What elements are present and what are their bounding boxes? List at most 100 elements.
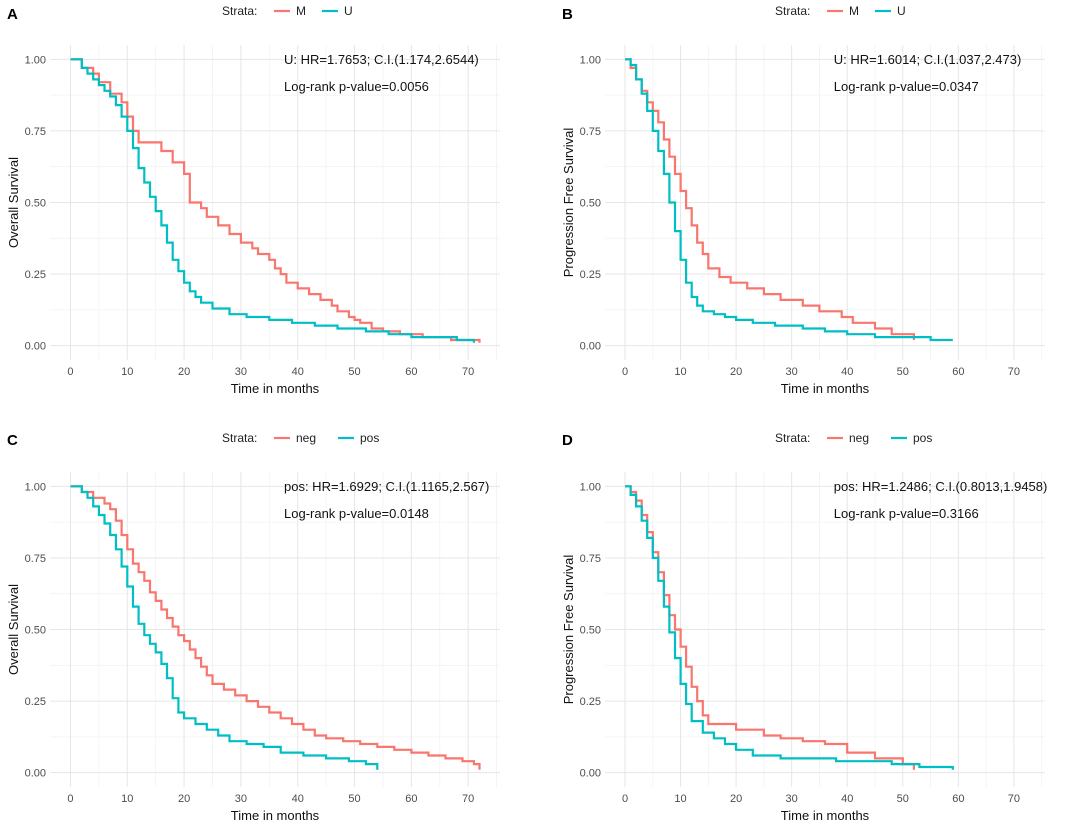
legend: Strata: neg pos xyxy=(775,431,932,445)
x-tick-label: 60 xyxy=(405,793,417,805)
x-tick-label: 10 xyxy=(121,366,133,378)
y-tick-label: 1.00 xyxy=(25,481,46,493)
x-tick-label: 20 xyxy=(730,366,742,378)
x-tick-label: 0 xyxy=(67,366,73,378)
x-tick-label: 50 xyxy=(348,366,360,378)
x-tick-label: 0 xyxy=(622,793,628,805)
legend-label-neg: neg xyxy=(296,431,316,445)
x-tick-label: 40 xyxy=(292,366,304,378)
legend-label-M: M xyxy=(849,4,859,18)
x-tick-label: 70 xyxy=(462,793,474,805)
x-tick-label: 40 xyxy=(841,366,853,378)
x-tick-label: 10 xyxy=(674,366,686,378)
legend-title: Strata: xyxy=(222,4,257,18)
km-curve-U xyxy=(625,58,953,342)
hazard-ratio-annotation: U: HR=1.6014; C.I.(1.037,2.473) xyxy=(834,52,1022,67)
x-tick-label: 0 xyxy=(622,366,628,378)
x-tick-label: 70 xyxy=(1008,793,1020,805)
y-tick-label: 1.00 xyxy=(25,54,46,66)
legend-label-U: U xyxy=(897,4,906,18)
x-axis-title: Time in months xyxy=(781,381,870,396)
x-tick-label: 20 xyxy=(178,793,190,805)
logrank-pvalue-annotation: Log-rank p-value=0.0148 xyxy=(284,506,429,521)
x-tick-label: 0 xyxy=(67,793,73,805)
x-tick-label: 70 xyxy=(1008,366,1020,378)
x-tick-label: 60 xyxy=(405,366,417,378)
legend-label-neg: neg xyxy=(849,431,869,445)
y-tick-label: 0.25 xyxy=(25,269,46,281)
y-tick-label: 0.75 xyxy=(580,126,601,138)
x-tick-label: 10 xyxy=(121,793,133,805)
y-tick-label: 0.00 xyxy=(25,341,46,353)
km-curve-neg xyxy=(70,485,481,770)
x-tick-label: 50 xyxy=(348,793,360,805)
x-tick-label: 70 xyxy=(462,366,474,378)
panel-letter: A xyxy=(7,6,18,23)
x-tick-label: 20 xyxy=(730,793,742,805)
x-axis-title: Time in months xyxy=(231,808,320,823)
x-tick-label: 60 xyxy=(952,366,964,378)
panel-letter: C xyxy=(7,432,18,449)
hazard-ratio-annotation: pos: HR=1.2486; C.I.(0.8013,1.9458) xyxy=(834,479,1048,494)
y-tick-label: 0.00 xyxy=(580,341,601,353)
legend-title: Strata: xyxy=(775,431,810,445)
y-tick-label: 0.75 xyxy=(580,553,601,565)
logrank-pvalue-annotation: Log-rank p-value=0.3166 xyxy=(834,506,979,521)
legend-title: Strata: xyxy=(775,4,810,18)
y-tick-label: 0.25 xyxy=(580,269,601,281)
y-tick-label: 1.00 xyxy=(580,54,601,66)
x-tick-label: 30 xyxy=(786,366,798,378)
x-axis-title: Time in months xyxy=(231,381,320,396)
x-tick-label: 40 xyxy=(841,793,853,805)
y-tick-label: 1.00 xyxy=(580,481,601,493)
y-tick-label: 0.75 xyxy=(25,553,46,565)
x-tick-label: 30 xyxy=(235,366,247,378)
legend: Strata: M U xyxy=(222,4,353,18)
y-axis-title: Overall Survival xyxy=(6,157,21,248)
hazard-ratio-annotation: U: HR=1.7653; C.I.(1.174,2.6544) xyxy=(284,52,479,67)
x-axis-title: Time in months xyxy=(781,808,870,823)
legend-label-U: U xyxy=(344,4,353,18)
panel-c: 0 10 20 30 40 50 60 70 0.00 0.25 0.50 0.75 1.00 Time … xyxy=(6,431,500,823)
legend: Strata: neg pos xyxy=(222,431,379,445)
logrank-pvalue-annotation: Log-rank p-value=0.0347 xyxy=(834,79,979,94)
y-tick-label: 0.00 xyxy=(25,768,46,780)
km-curve-M xyxy=(625,58,915,340)
y-tick-label: 0.50 xyxy=(25,625,46,637)
y-tick-label: 0.00 xyxy=(580,768,601,780)
y-tick-label: 0.75 xyxy=(25,126,46,138)
y-tick-label: 0.50 xyxy=(580,198,601,210)
y-axis-title: Progression Free Survival xyxy=(561,555,576,705)
hazard-ratio-annotation: pos: HR=1.6929; C.I.(1.1165,2.567) xyxy=(284,479,489,494)
y-tick-label: 0.25 xyxy=(25,696,46,708)
km-curve-U xyxy=(70,58,475,343)
panel-letter: D xyxy=(562,432,573,449)
logrank-pvalue-annotation: Log-rank p-value=0.0056 xyxy=(284,79,429,94)
y-tick-label: 0.25 xyxy=(580,696,601,708)
x-tick-label: 10 xyxy=(674,793,686,805)
x-tick-label: 60 xyxy=(952,793,964,805)
x-tick-label: 20 xyxy=(178,366,190,378)
panel-b: 0 10 20 30 40 50 60 70 0.00 0.25 0.50 0.75 1.00 Time … xyxy=(561,4,1045,396)
x-tick-label: 40 xyxy=(292,793,304,805)
legend-label-pos: pos xyxy=(913,431,932,445)
panel-letter: B xyxy=(562,6,573,23)
legend-title: Strata: xyxy=(222,431,257,445)
y-tick-label: 0.50 xyxy=(25,198,46,210)
x-tick-label: 30 xyxy=(235,793,247,805)
x-tick-label: 30 xyxy=(786,793,798,805)
legend-label-M: M xyxy=(296,4,306,18)
legend-label-pos: pos xyxy=(360,431,379,445)
y-axis-title: Progression Free Survival xyxy=(561,128,576,278)
x-tick-label: 50 xyxy=(897,793,909,805)
km-curve-pos xyxy=(70,485,379,770)
panel-d: 0 10 20 30 40 50 60 70 0.00 0.25 0.50 0.75 1.00 Time … xyxy=(561,431,1047,823)
y-axis-title: Overall Survival xyxy=(6,584,21,675)
y-tick-label: 0.50 xyxy=(580,625,601,637)
km-curve-M xyxy=(70,58,481,343)
legend: Strata: M U xyxy=(775,4,906,18)
panel-a: 0 10 20 30 40 50 60 70 0.00 0.25 0.50 0.75 1.00 Time … xyxy=(6,4,500,396)
x-tick-label: 50 xyxy=(897,366,909,378)
km-curve-pos xyxy=(625,485,954,770)
